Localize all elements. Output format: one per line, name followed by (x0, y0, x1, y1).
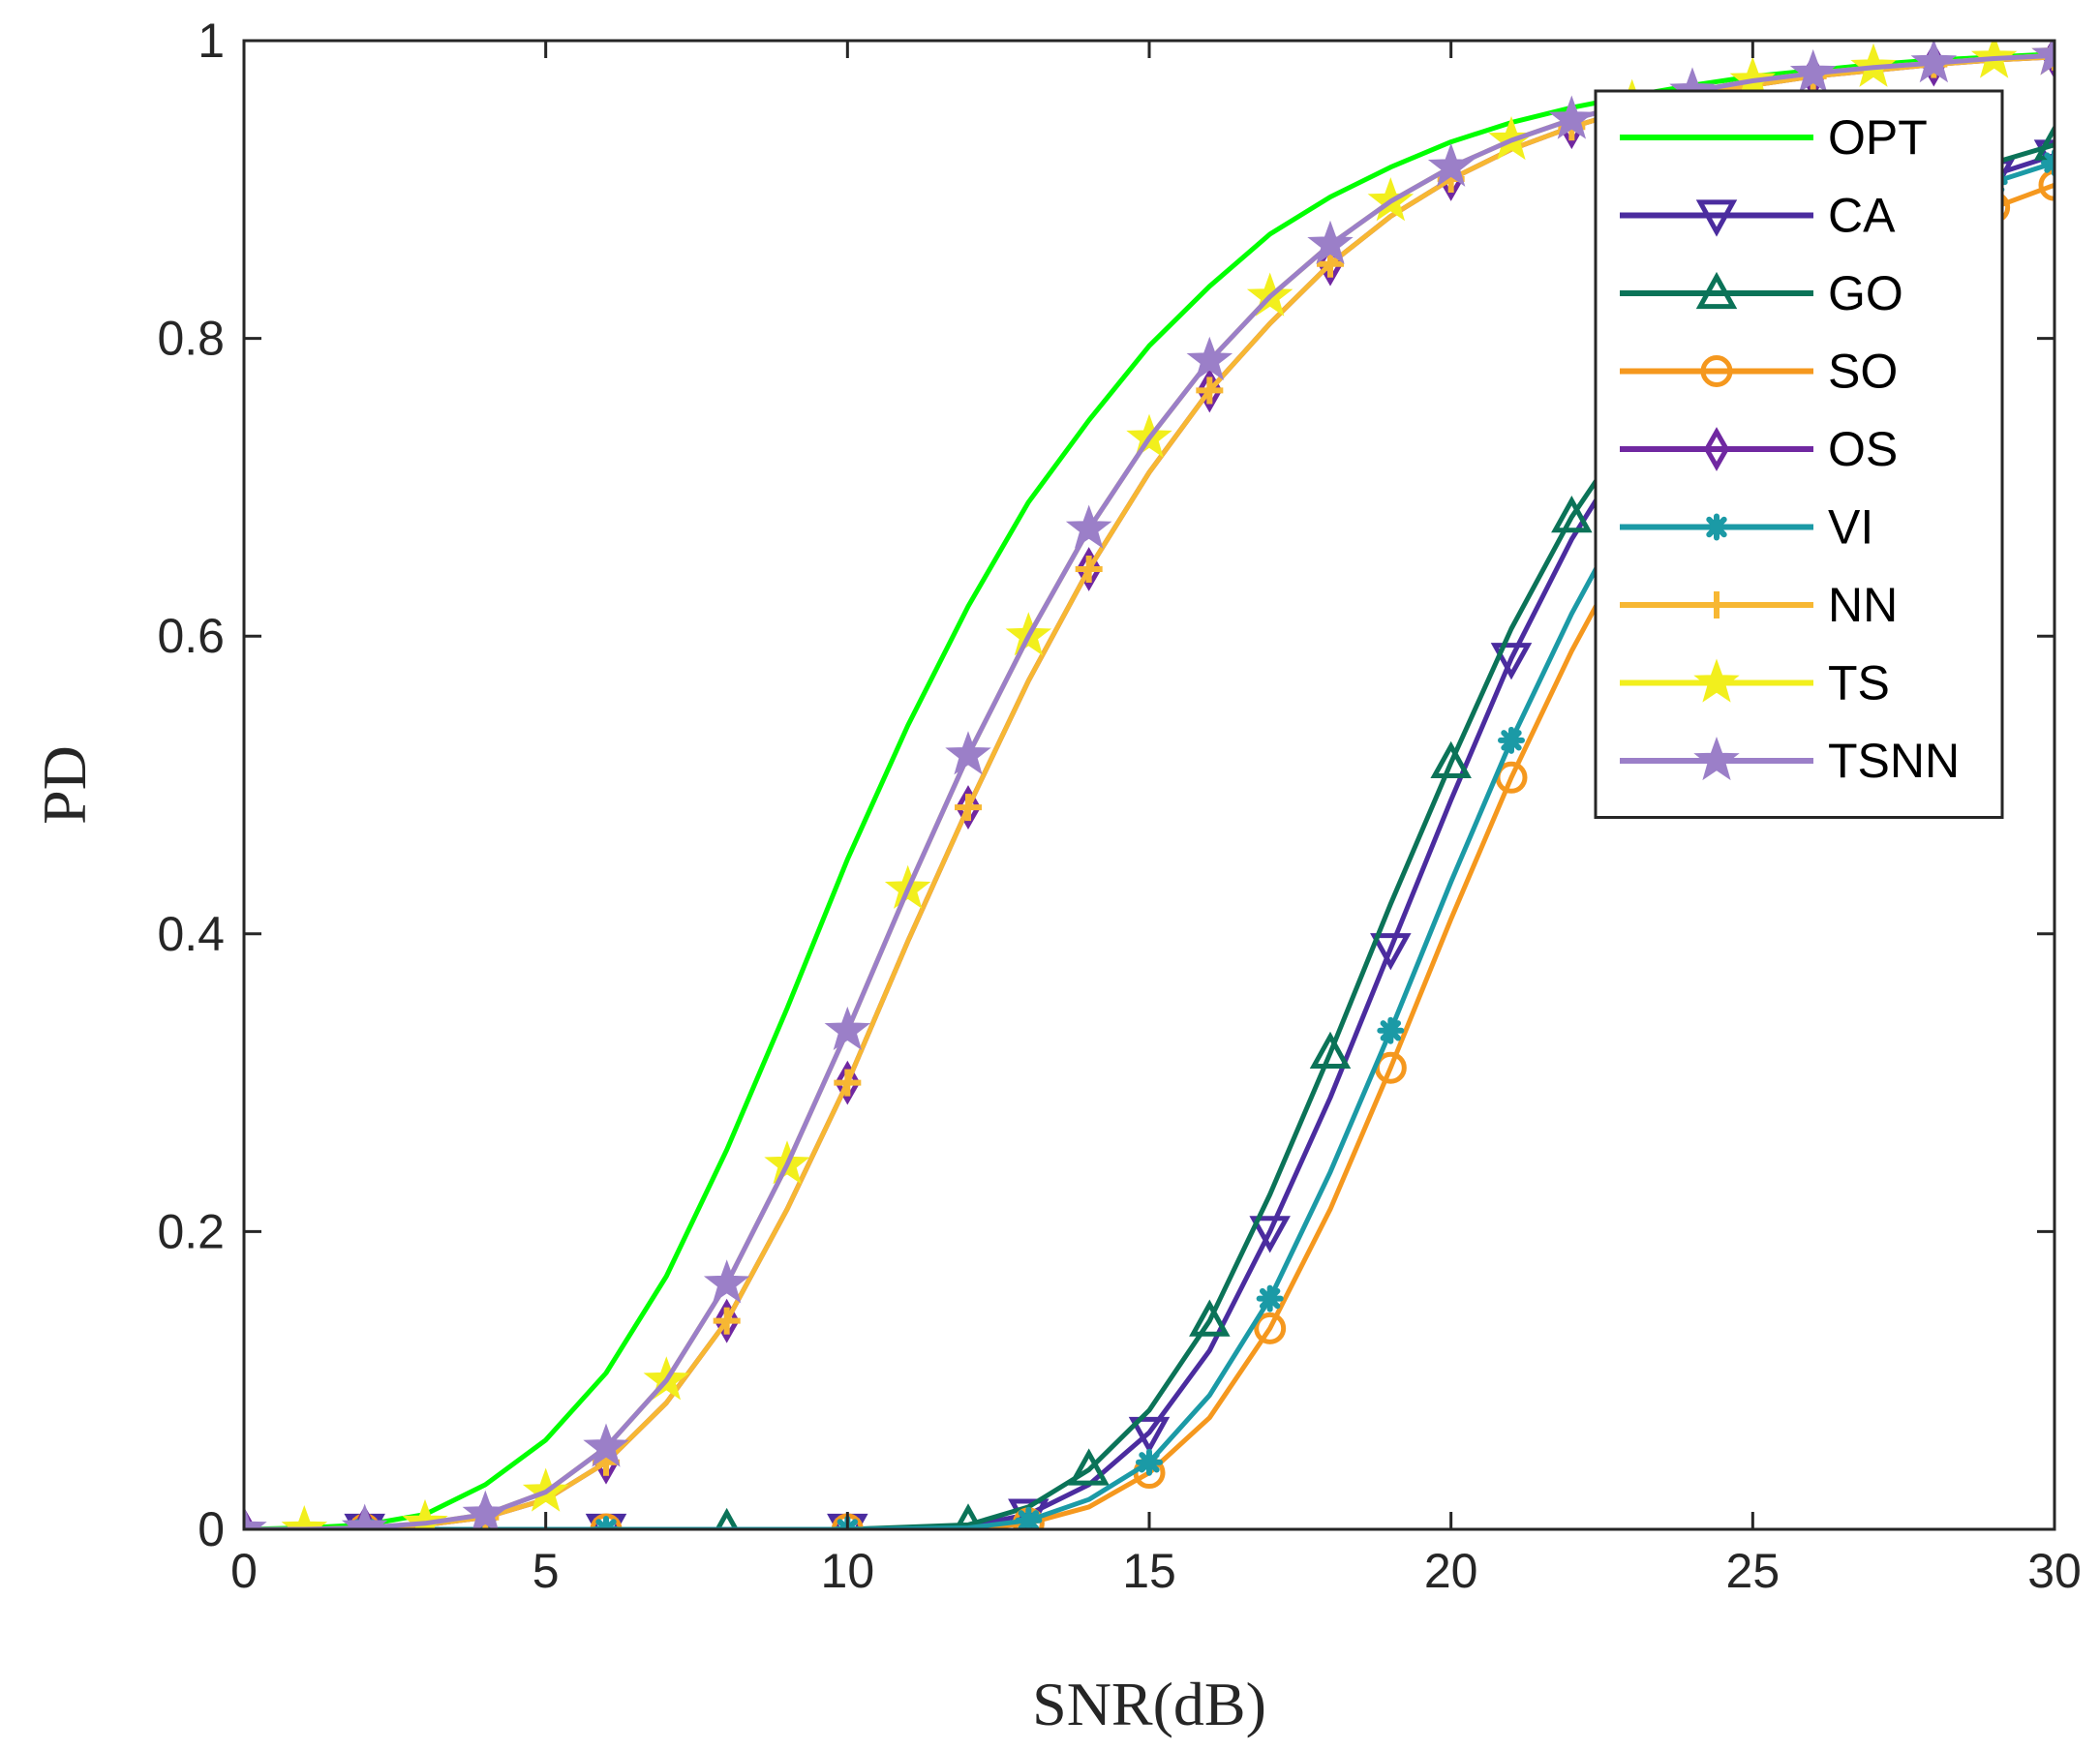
data-point-ca (1249, 1216, 1291, 1253)
data-point-vi (1377, 1016, 1405, 1044)
legend-label-so: SO (1828, 345, 1898, 399)
data-point-os (955, 785, 982, 830)
legend-item-nn: NN (1620, 578, 1898, 632)
legend-item-opt: OPT (1620, 110, 1928, 165)
data-point-go (1189, 1299, 1231, 1337)
legend-label-vi: VI (1828, 500, 1873, 555)
data-point-vi (1136, 1448, 1163, 1476)
data-point-ca (1370, 933, 1412, 971)
x-tick-label: 10 (821, 1544, 875, 1598)
legend-marker-so (1700, 355, 1733, 387)
legend-item-ts: TS (1620, 656, 1890, 710)
data-point-vi (1498, 726, 1525, 754)
data-point-go (1309, 1031, 1352, 1069)
legend-item-os: OS (1620, 422, 1898, 476)
data-point-tsnn (1065, 504, 1112, 549)
data-point-tsnn (703, 1259, 750, 1304)
x-tick-label: 5 (533, 1544, 560, 1598)
y-tick-label: 1 (198, 14, 225, 68)
data-point-go (1068, 1448, 1110, 1486)
data-point-go (1430, 740, 1472, 779)
legend-marker-go (1695, 271, 1738, 310)
data-point-os (1076, 547, 1102, 591)
data-point-nn (1317, 250, 1344, 278)
data-point-tsnn (1548, 95, 1596, 139)
legend-item-vi: VI (1620, 500, 1873, 555)
y-tick-label: 0.4 (157, 907, 225, 961)
data-point-ca (1128, 1416, 1171, 1455)
legend-marker-ts (1693, 658, 1740, 703)
legend-marker-os (1703, 427, 1730, 471)
series-line-tsnn (244, 52, 2054, 1529)
data-point-nn (1196, 377, 1224, 405)
data-point-nn (1075, 555, 1103, 583)
data-point-os (835, 1060, 861, 1105)
y-tick-label: 0.6 (157, 609, 225, 663)
data-point-go (1551, 496, 1593, 533)
legend-item-go: GO (1620, 266, 1903, 320)
data-point-tsnn (1910, 41, 1958, 83)
data-point-vi (1256, 1284, 1284, 1312)
x-tick-label: 25 (1726, 1544, 1780, 1598)
data-point-go (954, 1503, 983, 1529)
legend-label-ts: TS (1828, 656, 1890, 710)
data-point-vi (2041, 149, 2054, 177)
legend: OPT CA GO SO OS VI NN TS TSNN (1594, 89, 2004, 819)
data-point-tsnn (1427, 142, 1475, 187)
data-point-tsnn (1307, 220, 1354, 264)
data-point-ts (281, 1505, 328, 1529)
y-axis-title: PD (30, 745, 99, 825)
series-tsnn (244, 41, 2054, 1529)
legend-label-os: OS (1828, 422, 1898, 476)
legend-marker-vi (1703, 513, 1730, 541)
data-point-nn (834, 1069, 862, 1097)
data-point-tsnn (1789, 48, 1837, 94)
legend-item-so: SO (1620, 345, 1898, 399)
x-tick-label: 0 (230, 1544, 258, 1598)
x-tick-label: 20 (1424, 1544, 1478, 1598)
legend-item-tsnn: TSNN (1620, 734, 1960, 788)
legend-label-nn: NN (1828, 578, 1898, 632)
data-point-tsnn (1186, 336, 1233, 380)
legend-label-ca: CA (1828, 189, 1896, 243)
data-point-nn (713, 1307, 741, 1335)
axes-layer: 0 5 10 15 20 25 30 0 0.2 0.4 0.6 0.8 1 (157, 14, 2081, 1598)
x-tick-label: 30 (2027, 1544, 2082, 1598)
data-point-tsnn (341, 1503, 388, 1529)
y-tick-label: 0 (198, 1502, 225, 1556)
data-point-so (2038, 168, 2054, 201)
legend-box (1594, 89, 2004, 819)
data-point-vi (593, 1516, 620, 1529)
data-point-so (1254, 1312, 1287, 1344)
y-tick-label: 0.8 (157, 312, 225, 366)
legend-marker-nn (1703, 591, 1730, 619)
data-point-vi (1015, 1506, 1043, 1529)
y-tick-label: 0.2 (157, 1204, 225, 1258)
legend-item-ca: CA (1620, 189, 1896, 243)
series-layer (244, 41, 2054, 1529)
data-point-tsnn (945, 731, 991, 775)
legend-label-go: GO (1828, 266, 1903, 320)
legend-marker-ca (1695, 199, 1738, 237)
data-point-os (714, 1298, 740, 1343)
legend-marker-tsnn (1693, 737, 1740, 781)
data-point-tsnn (2031, 41, 2054, 75)
data-point-tsnn (462, 1490, 509, 1529)
data-point-go (2033, 123, 2054, 161)
data-point-tsnn (824, 1006, 871, 1051)
data-point-ca (1490, 643, 1533, 680)
data-point-tsnn (244, 1505, 267, 1529)
data-point-nn (955, 794, 982, 822)
legend-label-tsnn: TSNN (1828, 734, 1960, 788)
x-axis-title: SNR(dB) (1032, 1670, 1266, 1738)
legend-label-opt: OPT (1828, 110, 1928, 165)
data-point-tsnn (583, 1423, 629, 1467)
x-tick-label: 15 (1122, 1544, 1176, 1598)
